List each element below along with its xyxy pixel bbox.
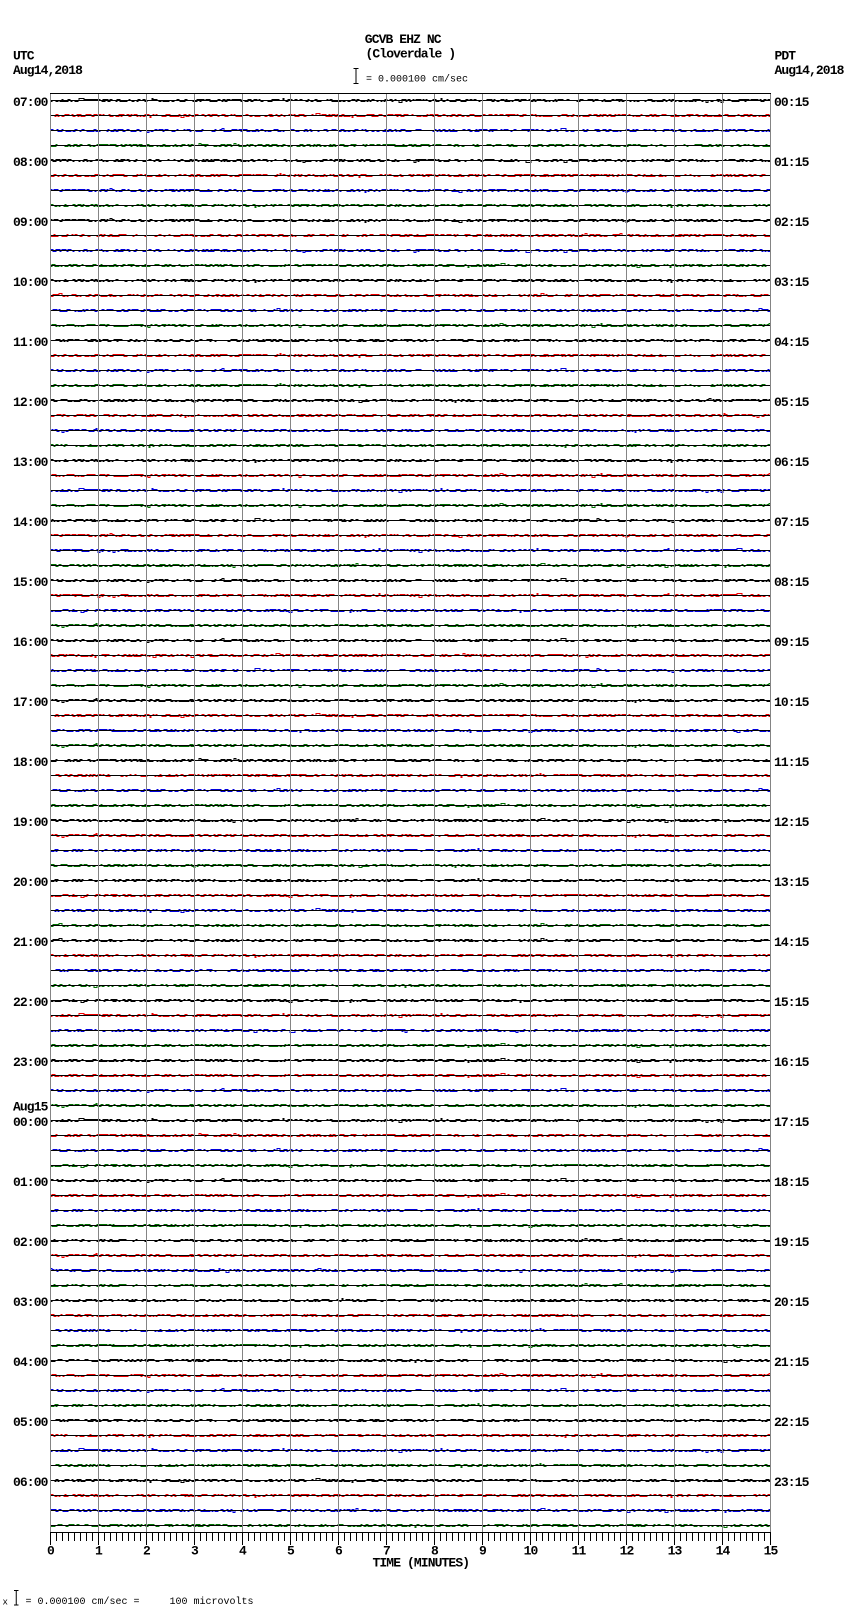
svg-text:TIME (MINUTES): TIME (MINUTES)	[373, 1556, 470, 1571]
svg-text:03:15: 03:15	[774, 275, 810, 290]
svg-text:09:00: 09:00	[13, 215, 49, 230]
svg-text:1: 1	[95, 1544, 103, 1559]
svg-text:UTC: UTC	[13, 49, 35, 64]
svg-text:Aug14,2018: Aug14,2018	[775, 63, 845, 78]
svg-text:= 0.000100 cm/sec = 100 mi: = 0.000100 cm/sec = 100 microvolts	[26, 1596, 254, 1608]
svg-text:07:15: 07:15	[774, 515, 810, 530]
svg-text:15:00: 15:00	[13, 575, 49, 590]
svg-text:20:15: 20:15	[774, 1295, 810, 1310]
svg-text:05:00: 05:00	[13, 1415, 49, 1430]
svg-text:21:15: 21:15	[774, 1355, 810, 1370]
svg-text:12: 12	[620, 1544, 635, 1559]
svg-text:Aug15: Aug15	[13, 1100, 49, 1115]
svg-text:08:00: 08:00	[13, 155, 49, 170]
svg-text:12:00: 12:00	[13, 395, 49, 410]
svg-text:14:00: 14:00	[13, 515, 49, 530]
svg-text:11:15: 11:15	[774, 755, 810, 770]
svg-text:20:00: 20:00	[13, 875, 49, 890]
svg-text:3: 3	[191, 1544, 199, 1559]
svg-text:9: 9	[479, 1544, 487, 1559]
svg-text:15:15: 15:15	[774, 995, 810, 1010]
svg-text:14:15: 14:15	[774, 935, 810, 950]
svg-text:4: 4	[239, 1544, 247, 1559]
svg-text:01:00: 01:00	[13, 1175, 49, 1190]
svg-text:x: x	[3, 1598, 8, 1608]
svg-text:18:15: 18:15	[774, 1175, 810, 1190]
svg-text:5: 5	[287, 1544, 295, 1559]
svg-text:05:15: 05:15	[774, 395, 810, 410]
svg-text:2: 2	[143, 1544, 151, 1559]
svg-text:11: 11	[572, 1544, 587, 1559]
svg-text:18:00: 18:00	[13, 755, 49, 770]
svg-text:19:15: 19:15	[774, 1235, 810, 1250]
svg-text:11:00: 11:00	[13, 335, 49, 350]
svg-text:8: 8	[431, 1544, 439, 1559]
svg-text:17:00: 17:00	[13, 695, 49, 710]
svg-text:04:00: 04:00	[13, 1355, 49, 1370]
svg-text:0: 0	[47, 1544, 55, 1559]
svg-text:19:00: 19:00	[13, 815, 49, 830]
svg-text:10: 10	[524, 1544, 539, 1559]
svg-text:14: 14	[716, 1544, 731, 1559]
svg-text:(Cloverdale ): (Cloverdale )	[366, 47, 456, 62]
svg-text:22:15: 22:15	[774, 1415, 810, 1430]
svg-text:00:00: 00:00	[13, 1115, 49, 1130]
svg-text:GCVB EHZ NC: GCVB EHZ NC	[365, 32, 442, 47]
svg-text:13:15: 13:15	[774, 875, 810, 890]
svg-text:06:15: 06:15	[774, 455, 810, 470]
svg-text:10:15: 10:15	[774, 695, 810, 710]
svg-text:23:15: 23:15	[774, 1475, 810, 1490]
svg-text:22:00: 22:00	[13, 995, 49, 1010]
svg-text:7: 7	[383, 1544, 390, 1559]
svg-text:12:15: 12:15	[774, 815, 810, 830]
svg-text:03:00: 03:00	[13, 1295, 49, 1310]
svg-text:15: 15	[764, 1544, 779, 1559]
svg-text:21:00: 21:00	[13, 935, 49, 950]
svg-text:06:00: 06:00	[13, 1475, 49, 1490]
svg-text:04:15: 04:15	[774, 335, 810, 350]
svg-text:01:15: 01:15	[774, 155, 810, 170]
svg-text:16:15: 16:15	[774, 1055, 810, 1070]
svg-text:= 0.000100 cm/sec: = 0.000100 cm/sec	[366, 74, 468, 86]
svg-text:16:00: 16:00	[13, 635, 49, 650]
svg-text:09:15: 09:15	[774, 635, 810, 650]
svg-text:23:00: 23:00	[13, 1055, 49, 1070]
svg-text:13: 13	[668, 1544, 683, 1559]
svg-text:02:15: 02:15	[774, 215, 810, 230]
svg-text:PDT: PDT	[775, 49, 797, 64]
svg-text:10:00: 10:00	[13, 275, 49, 290]
svg-text:6: 6	[335, 1544, 343, 1559]
svg-text:17:15: 17:15	[774, 1115, 810, 1130]
svg-text:Aug14,2018: Aug14,2018	[13, 63, 83, 78]
svg-text:00:15: 00:15	[774, 95, 810, 110]
svg-text:08:15: 08:15	[774, 575, 810, 590]
svg-text:13:00: 13:00	[13, 455, 49, 470]
svg-text:07:00: 07:00	[13, 95, 49, 110]
svg-text:02:00: 02:00	[13, 1235, 49, 1250]
